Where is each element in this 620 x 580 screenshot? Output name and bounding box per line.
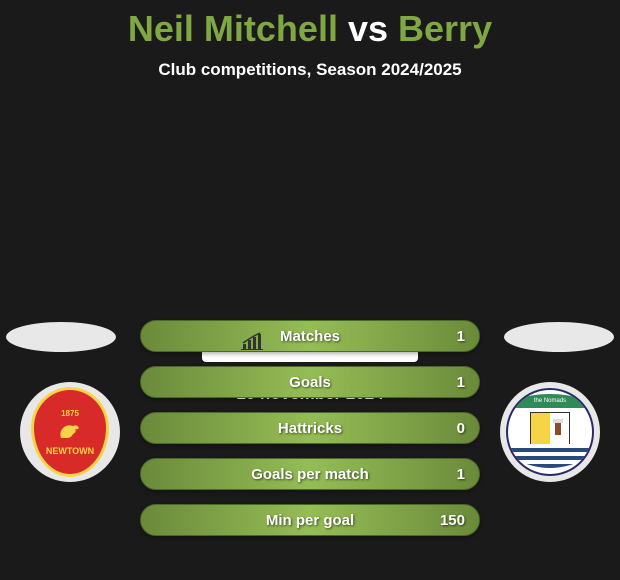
stat-label: Hattricks	[278, 420, 342, 437]
vs-separator: vs	[348, 8, 388, 49]
nomads-badge-icon: the Nomads	[506, 388, 594, 476]
stat-label: Min per goal	[266, 512, 354, 529]
crest-waves-icon	[508, 444, 592, 468]
subtitle: Club competitions, Season 2024/2025	[0, 60, 620, 80]
player1-club-crest: 1875 NEWTOWN	[20, 382, 120, 482]
player1-name: Neil Mitchell	[128, 8, 338, 49]
stat-row-min-per-goal: Min per goal 150	[140, 504, 480, 536]
crest-banner: the Nomads	[508, 394, 592, 408]
stat-label: Goals	[289, 374, 331, 391]
stat-value-right: 150	[440, 512, 465, 529]
player2-photo-placeholder	[504, 322, 614, 352]
newtown-shield-icon: 1875 NEWTOWN	[31, 387, 109, 477]
stat-value-right: 1	[457, 466, 465, 483]
stat-value-right: 0	[457, 420, 465, 437]
crest-year: 1875	[61, 409, 79, 418]
stat-value-right: 1	[457, 374, 465, 391]
stat-value-right: 1	[457, 328, 465, 345]
player2-club-crest: the Nomads	[500, 382, 600, 482]
stat-row-goals: Goals 1	[140, 366, 480, 398]
stat-row-hattricks: Hattricks 0	[140, 412, 480, 444]
stat-rows: Matches 1 Goals 1 Hattricks 0 Goals per …	[140, 320, 480, 550]
stat-row-matches: Matches 1	[140, 320, 480, 352]
stat-label: Matches	[280, 328, 340, 345]
crest-club-name: NEWTOWN	[46, 446, 94, 456]
comparison-body: 1875 NEWTOWN the Nomads Matches 1 Goals	[0, 320, 620, 404]
griffin-icon	[55, 418, 85, 444]
stat-label: Goals per match	[251, 466, 369, 483]
crest-shield-icon	[530, 412, 570, 448]
comparison-title: Neil Mitchell vs Berry	[0, 0, 620, 50]
stat-row-goals-per-match: Goals per match 1	[140, 458, 480, 490]
player2-name: Berry	[398, 8, 492, 49]
player1-photo-placeholder	[6, 322, 116, 352]
chart-icon	[241, 332, 263, 350]
